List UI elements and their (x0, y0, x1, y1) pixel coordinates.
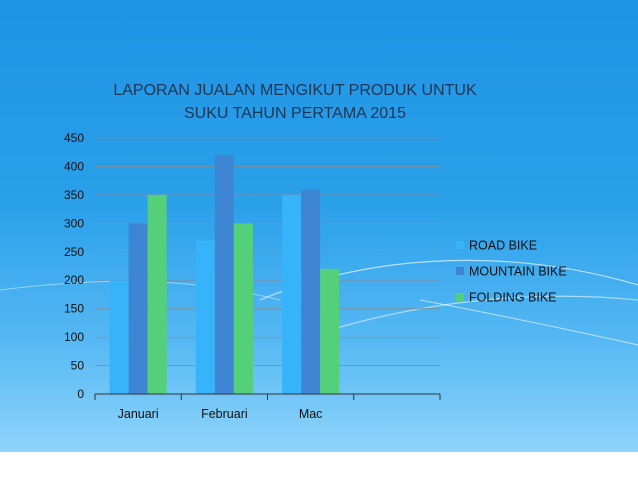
x-axis-categories: Januari Februari Mac (118, 407, 323, 421)
legend-label: ROAD BIKE (469, 239, 537, 253)
y-tick-label: 250 (64, 245, 84, 259)
legend-swatch (456, 293, 464, 301)
chart-title-line-2: SUKU TAHUN PERTAMA 2015 (184, 105, 406, 122)
x-axis (94, 393, 441, 400)
x-category-label: Februari (201, 407, 248, 421)
x-category-label: Mac (299, 407, 323, 421)
bar-road-bike (195, 240, 215, 394)
bar-mountain-bike (128, 223, 148, 394)
bar-road-bike (109, 280, 129, 394)
bar-mountain-bike (214, 155, 234, 394)
x-category-label: Januari (118, 407, 159, 421)
bars (109, 155, 340, 394)
y-tick-label: 350 (64, 188, 84, 202)
y-tick-label: 0 (77, 387, 84, 401)
decor-curve (329, 295, 638, 331)
decor-curve (419, 299, 638, 346)
y-tick-label: 450 (64, 131, 84, 145)
legend: ROAD BIKE MOUNTAIN BIKE FOLDING BIKE (456, 239, 567, 305)
legend-label: FOLDING BIKE (469, 291, 557, 305)
legend-swatch (456, 267, 464, 275)
y-tick-label: 400 (64, 159, 84, 173)
y-tick-label: 50 (71, 359, 85, 373)
bar-folding-bike (320, 268, 340, 394)
bar-road-bike (282, 194, 302, 394)
legend-label: MOUNTAIN BIKE (469, 265, 567, 279)
y-tick-label: 300 (64, 216, 84, 230)
bar-folding-bike (233, 223, 253, 394)
bar-mountain-bike (301, 189, 321, 394)
chart-title-line-1: LAPORAN JUALAN MENGIKUT PRODUK UNTUK (113, 82, 477, 99)
y-axis-ticks: 0 50 100 150 200 250 300 350 400 450 (64, 131, 84, 401)
bar-folding-bike (147, 194, 167, 394)
y-tick-label: 200 (64, 273, 84, 287)
y-tick-label: 100 (64, 330, 84, 344)
legend-swatch (456, 241, 464, 249)
y-tick-label: 150 (64, 302, 84, 316)
